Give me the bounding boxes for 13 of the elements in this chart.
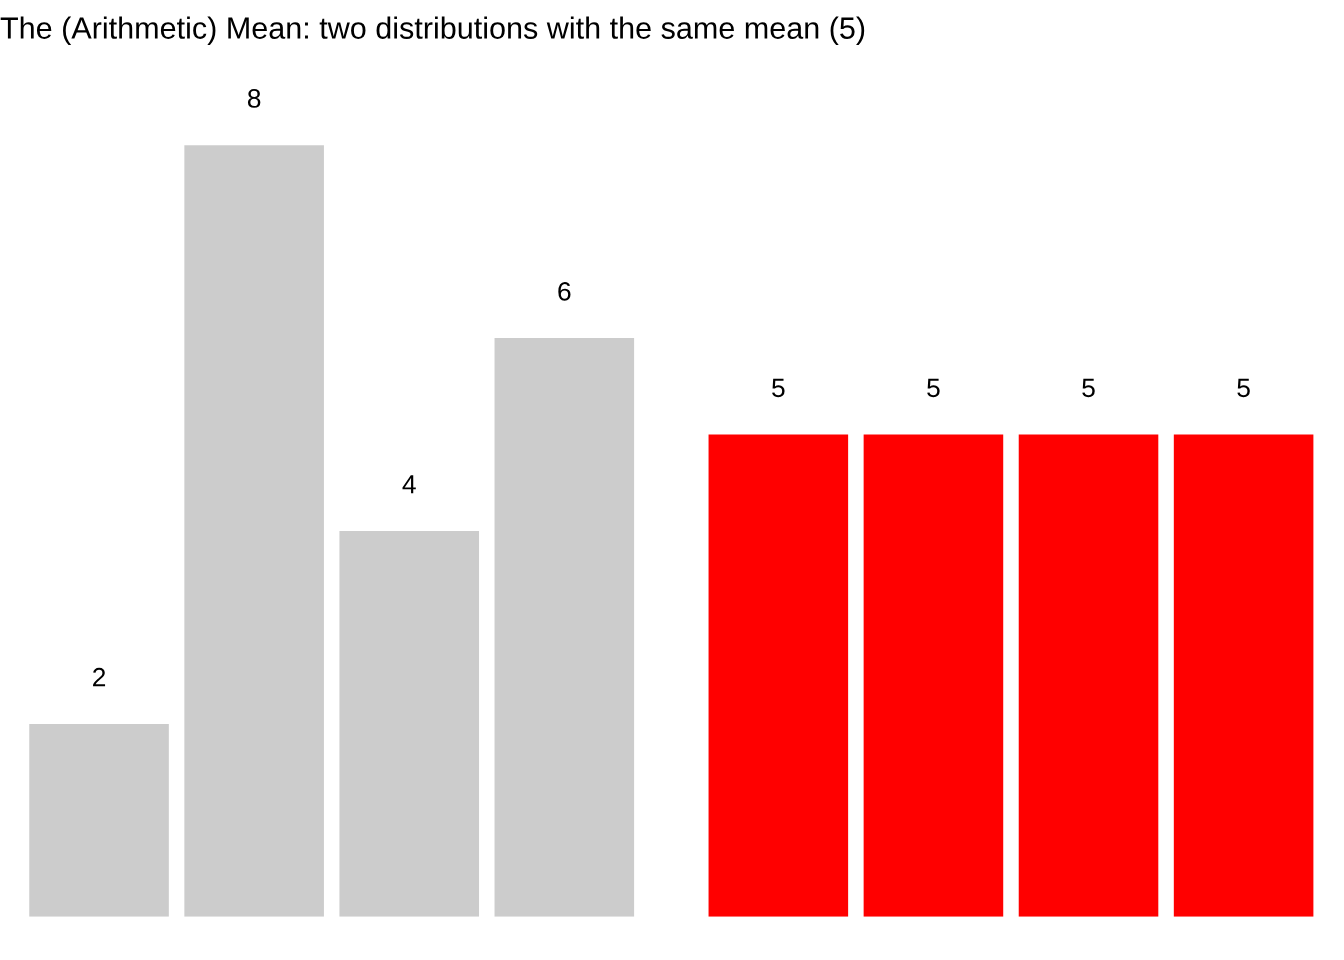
data-label: 5 bbox=[927, 378, 940, 398]
data-label: 4 bbox=[402, 475, 416, 494]
data-label: 8 bbox=[247, 89, 261, 108]
data-label: 6 bbox=[558, 282, 571, 301]
bar bbox=[339, 530, 480, 917]
chart-title: The (Arithmetic) Mean: two distributions with the same mean (5) bbox=[0, 16, 865, 45]
data-label: 2 bbox=[93, 667, 106, 687]
data-label: 5 bbox=[772, 378, 785, 398]
data-label: 5 bbox=[1082, 378, 1095, 398]
bar bbox=[494, 338, 635, 917]
bar bbox=[29, 723, 169, 917]
data-label: 5 bbox=[1237, 378, 1250, 398]
bar bbox=[184, 145, 324, 917]
